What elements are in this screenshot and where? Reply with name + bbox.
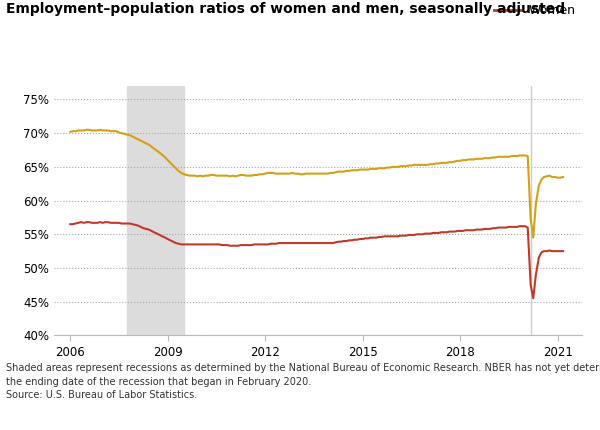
Text: Employment–population ratios of women and men, seasonally adjusted: Employment–population ratios of women an… — [6, 2, 565, 16]
Bar — [127, 86, 184, 335]
Text: Shaded areas represent recessions as determined by the National Bureau of Econom: Shaded areas represent recessions as det… — [6, 363, 600, 400]
Legend: Men, Women: Men, Women — [494, 0, 576, 17]
